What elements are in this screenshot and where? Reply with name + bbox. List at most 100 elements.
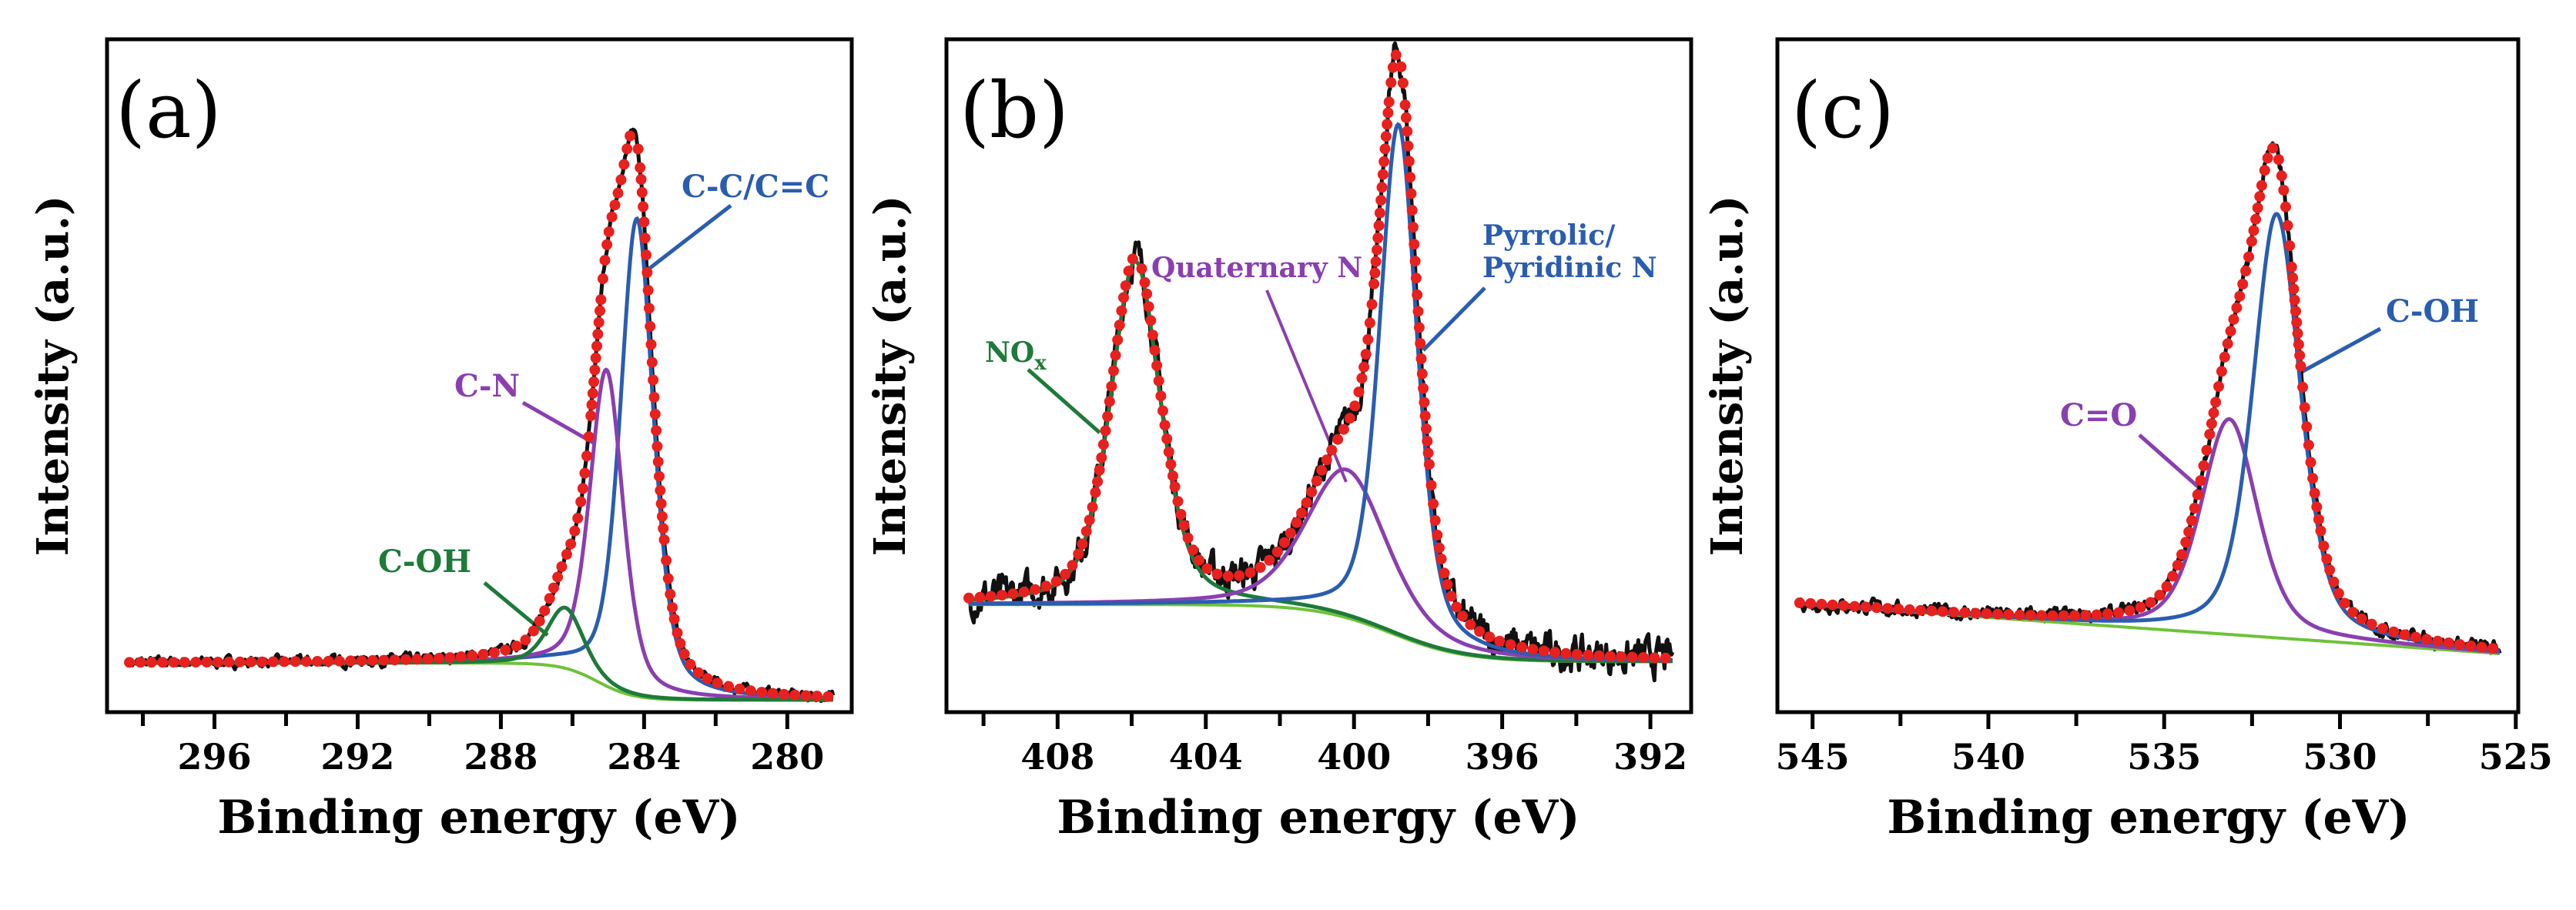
fit-data-point [1360, 349, 1372, 360]
fit-data-point [1182, 532, 1194, 544]
fit-data-point [1377, 169, 1388, 180]
fit-data-point [2295, 360, 2306, 372]
plot-frame [944, 37, 1693, 714]
fit-data-point [1102, 410, 1114, 422]
fit-data-point [712, 677, 723, 689]
fit-data-point [2278, 185, 2290, 196]
fit-data-point [1926, 605, 1938, 617]
fit-data-point [2291, 316, 2303, 328]
x-tick-label: 396 [1466, 736, 1539, 778]
fit-data-point [2294, 350, 2306, 361]
fit-data-point [2465, 640, 2477, 651]
fit-data-point [1403, 156, 1415, 167]
fit-data-point [2183, 526, 2195, 537]
fit-data-point [581, 450, 592, 462]
fit-data-point [655, 484, 666, 496]
fit-data-point [1405, 172, 1416, 183]
fit-data-point [1871, 602, 1882, 614]
fit-data-point [645, 339, 657, 350]
fit-data-point [645, 320, 656, 332]
fit-data-point [2301, 421, 2313, 433]
fit-data-point [2305, 457, 2316, 468]
fit-data-point [1516, 641, 1527, 653]
fit-data-point [1893, 604, 1904, 615]
fit-data-point [1882, 603, 1894, 614]
fit-data-point [1118, 292, 1129, 303]
fit-data-point [367, 654, 378, 666]
fit-data-point [267, 656, 279, 667]
fit-data-point [528, 625, 539, 637]
fit-data-point [1084, 514, 1095, 526]
fit-data-point [477, 648, 489, 660]
fit-data-point [734, 683, 745, 694]
fit-data-point [612, 187, 624, 199]
fit-data-point [1827, 599, 1838, 611]
fit-data-point [1169, 481, 1181, 493]
fit-data-point [1356, 373, 1368, 384]
fit-data-point [2276, 170, 2287, 182]
fit-data-point [1163, 447, 1174, 457]
fit-data-point [1418, 383, 1429, 394]
y-axis-label: Intensity (a.u.) [1702, 196, 1753, 557]
fit-data-point [1264, 554, 1275, 566]
fit-data-point [583, 431, 595, 443]
fit-data-point [2201, 444, 2213, 456]
fit-data-point [1805, 597, 1817, 609]
fit-data-point [2102, 608, 2113, 620]
fit-data-point [467, 650, 478, 661]
fit-data-point [2399, 629, 2410, 641]
fit-data-point [2047, 610, 2058, 621]
fit-data-point [589, 364, 601, 376]
fit-data-point [2186, 515, 2197, 526]
fit-data-point [639, 233, 651, 244]
fit-data-point [333, 655, 345, 667]
annotation-quaternary-n: Quaternary N [1151, 252, 1362, 284]
fit-data-point [1380, 131, 1392, 142]
x-tick-label: 280 [750, 736, 824, 778]
fit-data-point [1904, 604, 1915, 615]
fit-data-point [1849, 601, 1861, 612]
fit-data-point [2225, 326, 2236, 337]
annotation-nox-sub: x [1034, 352, 1047, 375]
fit-data-point [300, 656, 312, 667]
fit-data-point [642, 285, 654, 296]
fit-data-point [590, 353, 601, 363]
fit-data-point [1194, 554, 1204, 566]
fit-data-point [1423, 459, 1435, 470]
fit-data-point [579, 467, 591, 479]
fit-data-point [2228, 313, 2239, 325]
fit-data-point [2273, 154, 2284, 166]
panel-a: (a) Intensity (a.u.) Binding energy (eV)… [28, 37, 854, 845]
fit-data-point [1948, 607, 1959, 618]
fit-data-point [1296, 507, 1308, 519]
fit-data-point [641, 249, 652, 261]
fit-data-point [2432, 635, 2444, 647]
fit-data-point [575, 496, 587, 507]
fit-data-point [1073, 548, 1084, 560]
fit-data-point [2231, 302, 2243, 313]
fit-data-point [1366, 299, 1378, 310]
fit-data-point [124, 657, 135, 668]
fit-data-point [2216, 366, 2227, 377]
fit-data-point [2366, 618, 2377, 630]
x-axis-label: Binding energy (eV) [1057, 791, 1579, 845]
fit-data-point [800, 690, 812, 701]
fit-data-point [1155, 390, 1167, 402]
fit-data-point [2036, 610, 2048, 621]
fit-data-point [655, 498, 667, 510]
fit-data-point [2135, 601, 2146, 613]
fit-data-point [606, 211, 618, 222]
x-tick-label: 525 [2479, 736, 2553, 778]
fit-data-point [1018, 586, 1030, 597]
fit-data-point [1092, 476, 1104, 487]
fit-data-point [135, 657, 146, 668]
fit-data-point [565, 538, 577, 550]
fit-data-point [1108, 365, 1119, 376]
fit-data-point [444, 652, 456, 664]
fit-data-point [2240, 266, 2252, 276]
fit-data-point [1358, 361, 1370, 373]
fit-data-point [1316, 464, 1328, 476]
annotation-nox-main: NO [985, 336, 1034, 369]
fit-data-point [1100, 425, 1111, 437]
fit-data-point [577, 483, 588, 494]
